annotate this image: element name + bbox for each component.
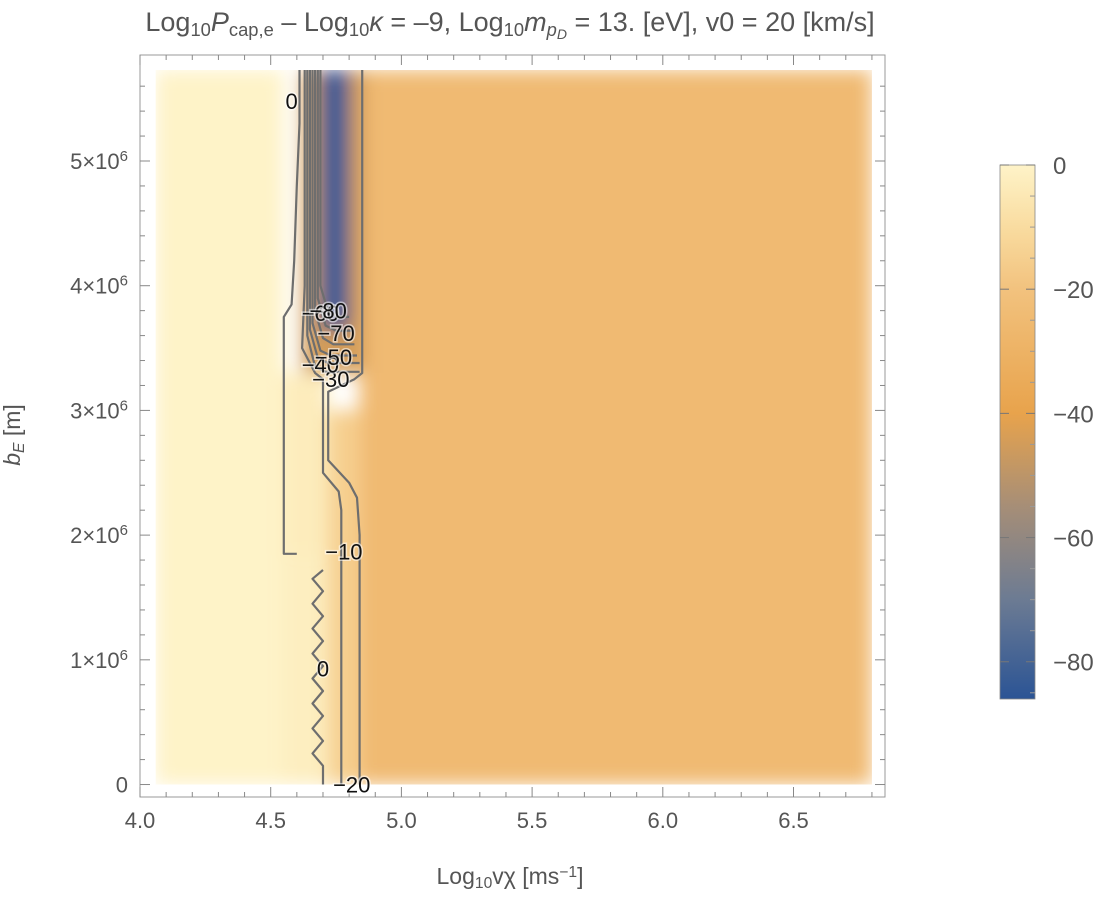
y-tick-label: 5×106 — [70, 148, 128, 174]
contour-line-2 — [301, 70, 343, 785]
x-tick-label: 6.5 — [778, 808, 809, 833]
contour-label-8: −70 — [317, 321, 354, 346]
colorbar-tick-label: −80 — [1053, 650, 1094, 677]
colorbar-tick-label: −40 — [1053, 401, 1094, 428]
contour-line-9 — [319, 70, 350, 318]
colorbar-tick-label: −60 — [1053, 526, 1094, 553]
x-tick-label: 4.0 — [125, 808, 156, 833]
contour-line-1 — [311, 569, 325, 785]
contour-line-4 — [306, 70, 360, 373]
contour-lines — [282, 70, 364, 785]
contour-label-6: −50 — [315, 345, 352, 370]
contour-label-9: −80 — [310, 299, 347, 324]
colorbar-tick-label: 0 — [1053, 153, 1066, 180]
contour-label-5: −40 — [302, 352, 339, 377]
y-tick-label: 2×106 — [70, 522, 128, 548]
contour-line-5 — [308, 70, 360, 365]
contour-line-3 — [327, 70, 364, 785]
x-tick-label: 4.5 — [255, 808, 286, 833]
contour-label-7: −60 — [302, 301, 339, 326]
contour-label-4: −30 — [312, 367, 349, 392]
contour-line-7 — [314, 70, 355, 346]
colorbar-tick-label: −20 — [1053, 277, 1094, 304]
heatmap-region-0 — [155, 69, 284, 785]
chart-title: Log10Pcap,e – Log10κ = –9, Log10mpD = 13… — [145, 7, 874, 42]
y-tick-label: 0 — [116, 773, 128, 798]
heatmap-region-1 — [283, 373, 329, 554]
x-tick-label: 5.0 — [386, 808, 417, 833]
colorbar: 0 −20 −40 −60 −80 — [999, 153, 1094, 700]
colorbar-ticks: 0 −20 −40 −60 −80 — [1000, 153, 1094, 694]
x-axis-label: Log10vχ [ms−1] — [437, 863, 584, 892]
heatmap-field — [155, 69, 872, 785]
contour-label-1: −10 — [325, 539, 362, 564]
y-tick-label: 4×106 — [70, 272, 128, 298]
heatmap-region-4 — [359, 69, 872, 785]
heatmap-region-3 — [328, 410, 360, 785]
contour-line-8 — [316, 70, 352, 332]
heatmap-region-6 — [320, 69, 350, 330]
x-tick-label: 5.5 — [517, 808, 548, 833]
heatmap-field-blend — [155, 69, 872, 785]
y-axis-label: bE [m] — [0, 404, 28, 466]
contour-line-0 — [282, 70, 301, 555]
plot-area: 4.0 4.5 5.0 5.5 6.0 6.5 0 1×106 2×106 3×106 4×106 5… — [70, 54, 886, 833]
colorbar-scale — [999, 164, 1036, 700]
contour-line-6 — [311, 70, 357, 357]
contour-label-0: 0 — [285, 89, 297, 114]
contour-label-2: 0 — [317, 657, 329, 682]
contour-label-3: −20 — [333, 773, 370, 798]
contour-labels: 0 −10 0 −20 −30−40−50 −60−70−80 — [284, 88, 372, 799]
y-tick-label: 3×106 — [70, 397, 128, 423]
x-tick-label: 6.0 — [648, 808, 679, 833]
plot-frame — [139, 54, 886, 798]
y-tick-label: 1×106 — [70, 647, 128, 673]
axis-ticks: 4.0 4.5 5.0 5.5 6.0 6.5 0 1×106 2×106 3×106 4×106 5… — [70, 55, 885, 833]
